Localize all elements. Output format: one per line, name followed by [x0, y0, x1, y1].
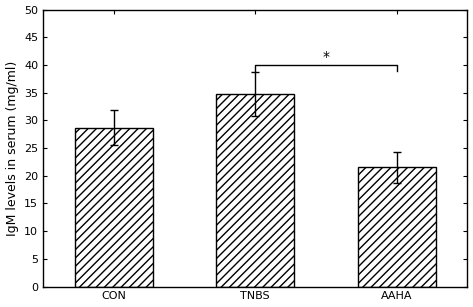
- Bar: [216, 94, 294, 286]
- Bar: [358, 167, 436, 286]
- Y-axis label: IgM levels in serum (mg/ml): IgM levels in serum (mg/ml): [6, 60, 18, 236]
- Text: *: *: [323, 50, 330, 64]
- Bar: [75, 128, 153, 286]
